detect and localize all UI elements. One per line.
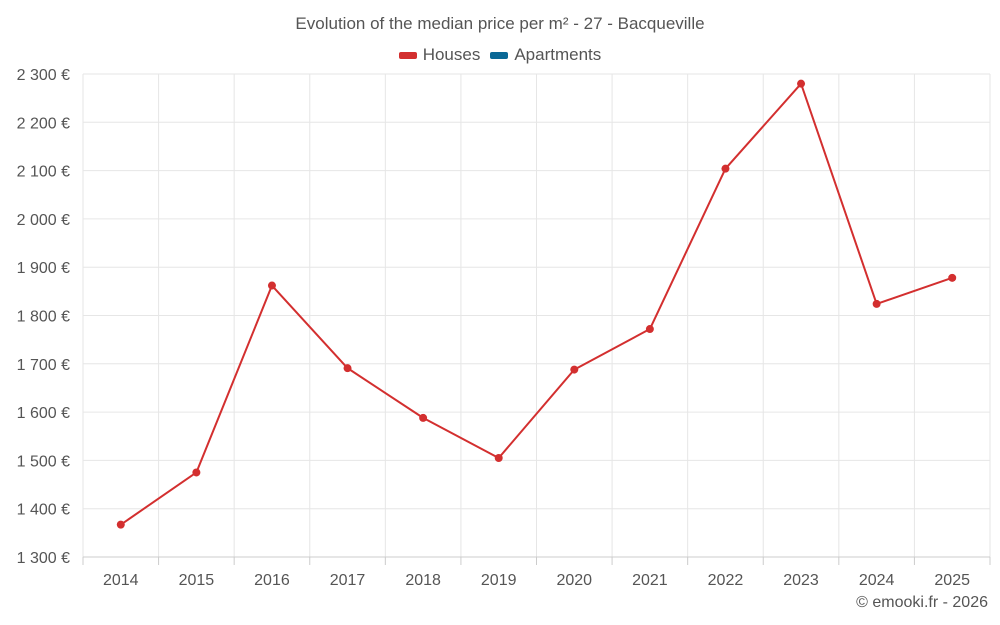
x-tick-label: 2020	[556, 572, 592, 589]
data-point-houses	[494, 453, 503, 462]
y-tick-label: 2 200 €	[17, 115, 70, 132]
y-tick-label: 1 800 €	[17, 309, 70, 326]
y-tick-label: 2 100 €	[17, 164, 70, 181]
x-tick-label: 2016	[254, 572, 290, 589]
x-tick-label: 2022	[708, 572, 744, 589]
data-point-houses	[267, 281, 276, 290]
y-tick-label: 2 000 €	[17, 212, 70, 229]
x-tick-label: 2015	[179, 572, 215, 589]
y-tick-label: 1 500 €	[17, 453, 70, 470]
y-tick-label: 1 600 €	[17, 405, 70, 422]
y-tick-label: 1 400 €	[17, 502, 70, 519]
legend: Houses Apartments	[0, 45, 1000, 65]
legend-swatch-apartments	[490, 51, 509, 59]
x-tick-label: 2017	[330, 572, 366, 589]
legend-item-houses[interactable]: Houses	[398, 45, 481, 65]
x-tick-label: 2025	[934, 572, 970, 589]
data-point-houses	[419, 413, 428, 422]
legend-label-houses: Houses	[422, 45, 481, 64]
data-point-houses	[797, 79, 806, 88]
data-point-houses	[570, 365, 579, 374]
chart-title: Evolution of the median price per m² - 2…	[295, 14, 705, 33]
legend-label-apartments: Apartments	[514, 45, 602, 64]
x-tick-label: 2024	[859, 572, 895, 589]
data-point-houses	[721, 164, 730, 173]
data-point-houses	[343, 364, 352, 373]
y-tick-label: 1 700 €	[17, 357, 70, 374]
data-point-houses	[872, 299, 881, 308]
series-line-houses	[120, 82, 953, 526]
y-tick-label: 2 300 €	[17, 67, 70, 84]
x-tick-label: 2018	[405, 572, 441, 589]
x-tick-label: 2014	[103, 572, 139, 589]
data-point-houses	[948, 273, 957, 282]
data-point-houses	[192, 468, 201, 477]
data-point-houses	[645, 325, 654, 334]
x-tick-label: 2021	[632, 572, 668, 589]
y-tick-label: 1 900 €	[17, 260, 70, 277]
legend-item-apartments[interactable]: Apartments	[490, 45, 601, 65]
legend-swatch-houses	[398, 51, 417, 59]
x-tick-label: 2019	[481, 572, 517, 589]
credit-text: © emooki.fr - 2026	[856, 594, 988, 611]
x-tick-label: 2023	[783, 572, 819, 589]
y-tick-label: 1 300 €	[17, 550, 70, 567]
data-point-houses	[116, 520, 125, 529]
